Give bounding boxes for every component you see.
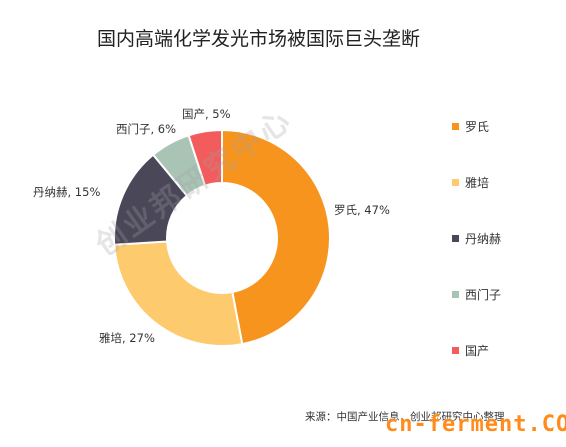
- legend-label: 丹纳赫: [465, 231, 502, 246]
- legend-label: 罗氏: [465, 119, 490, 134]
- site-logo: cn-ferment.COM: [385, 412, 566, 437]
- legend-item-丹纳赫: 丹纳赫: [452, 230, 501, 246]
- slice-国产: [187, 128, 223, 187]
- slice-罗氏: [221, 128, 331, 346]
- chart-title: 国内高端化学发光市场被国际巨头垄断: [97, 28, 421, 50]
- slice-label-罗氏: 罗氏, 47%: [334, 203, 390, 217]
- slice-label-丹纳赫: 丹纳赫, 15%: [33, 185, 100, 199]
- legend-swatch: [452, 178, 459, 186]
- legend-label: 国产: [465, 343, 490, 358]
- legend-item-雅培: 雅培: [452, 174, 489, 190]
- legend-swatch: [452, 122, 459, 130]
- legend-swatch: [452, 234, 459, 242]
- source-note: 来源：中国产业信息，创业邦研究中心整理: [305, 411, 505, 423]
- legend-swatch: [452, 290, 459, 298]
- legend-item-国产: 国产: [452, 342, 489, 358]
- legend-item-西门子: 西门子: [452, 286, 501, 302]
- legend-item-罗氏: 罗氏: [452, 118, 489, 134]
- slice-label-雅培: 雅培, 27%: [99, 331, 155, 345]
- slice-label-国产: 国产, 5%: [182, 107, 231, 121]
- slice-雅培: [113, 240, 244, 347]
- slice-label-西门子: 西门子, 6%: [116, 122, 176, 136]
- legend-swatch: [452, 346, 459, 354]
- legend-label: 雅培: [465, 175, 490, 190]
- legend-label: 西门子: [465, 287, 502, 302]
